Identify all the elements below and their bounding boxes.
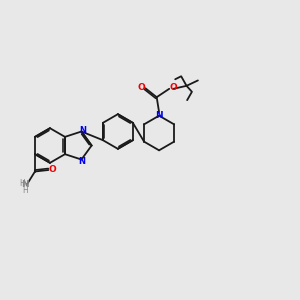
Text: O: O <box>48 165 56 174</box>
Text: H: H <box>22 186 28 195</box>
Text: N: N <box>79 125 86 134</box>
Text: N: N <box>155 111 163 120</box>
Text: N: N <box>22 180 29 189</box>
Text: O: O <box>169 83 177 92</box>
Text: N: N <box>78 157 85 166</box>
Text: H: H <box>20 179 25 188</box>
Text: O: O <box>137 82 145 91</box>
